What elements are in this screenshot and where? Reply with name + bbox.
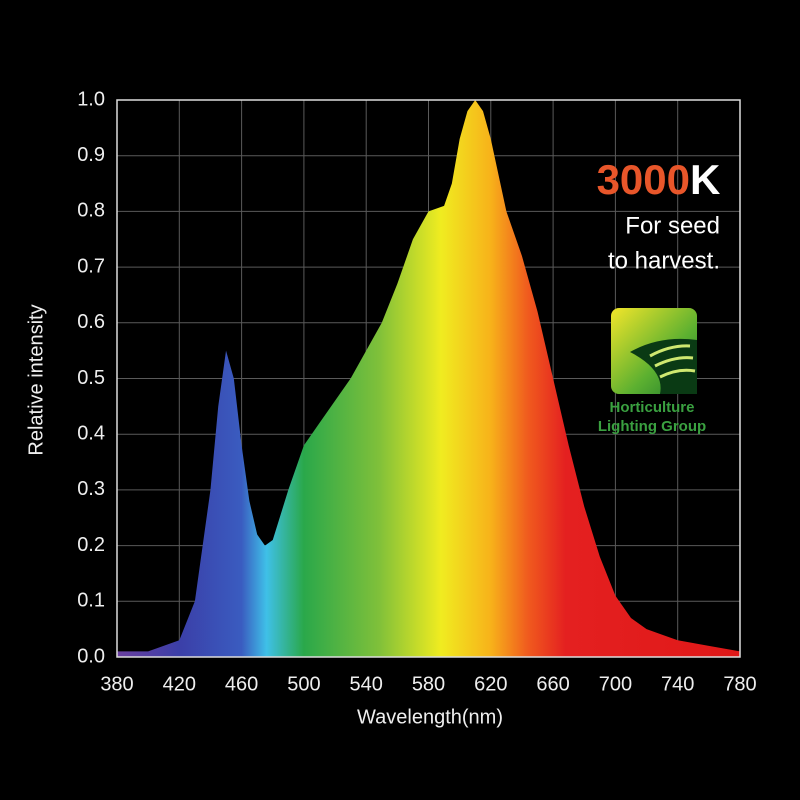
logo-text: Horticulture <box>609 399 694 416</box>
y-axis-title: Relative intensity <box>25 304 47 455</box>
x-tick-label: 580 <box>412 673 445 695</box>
tagline: to harvest. <box>608 247 720 274</box>
x-tick-label: 620 <box>474 673 507 695</box>
logo <box>611 308 697 394</box>
x-tick-label: 780 <box>723 673 756 695</box>
x-tick-label: 380 <box>100 673 133 695</box>
spectrum-area <box>117 100 740 657</box>
tagline: For seed <box>625 212 720 239</box>
y-tick-label: 0.7 <box>77 255 105 277</box>
logo-swoosh <box>630 338 697 394</box>
y-tick-label: 1.0 <box>77 88 105 110</box>
y-tick-label: 0.3 <box>77 478 105 500</box>
x-tick-label: 700 <box>599 673 632 695</box>
x-axis-title: Wavelength(nm) <box>357 706 503 728</box>
y-tick-label: 0.0 <box>77 645 105 667</box>
x-tick-label: 500 <box>287 673 320 695</box>
y-tick-label: 0.6 <box>77 311 105 333</box>
cct-number: 3000 <box>597 156 690 203</box>
plot-frame <box>116 99 741 658</box>
y-tick-label: 0.5 <box>77 367 105 389</box>
logo-rays <box>649 344 696 379</box>
x-tick-label: 460 <box>225 673 258 695</box>
cct-unit: K <box>690 156 720 203</box>
y-tick-label: 0.9 <box>77 144 105 166</box>
x-tick-label: 420 <box>163 673 196 695</box>
x-tick-label: 740 <box>661 673 694 695</box>
y-tick-label: 0.1 <box>77 590 105 612</box>
y-tick-label: 0.2 <box>77 534 105 556</box>
logo-text: Lighting Group <box>598 418 706 435</box>
x-tick-label: 660 <box>536 673 569 695</box>
y-tick-label: 0.4 <box>77 422 105 444</box>
y-tick-label: 0.8 <box>77 200 105 222</box>
x-tick-label: 540 <box>350 673 383 695</box>
